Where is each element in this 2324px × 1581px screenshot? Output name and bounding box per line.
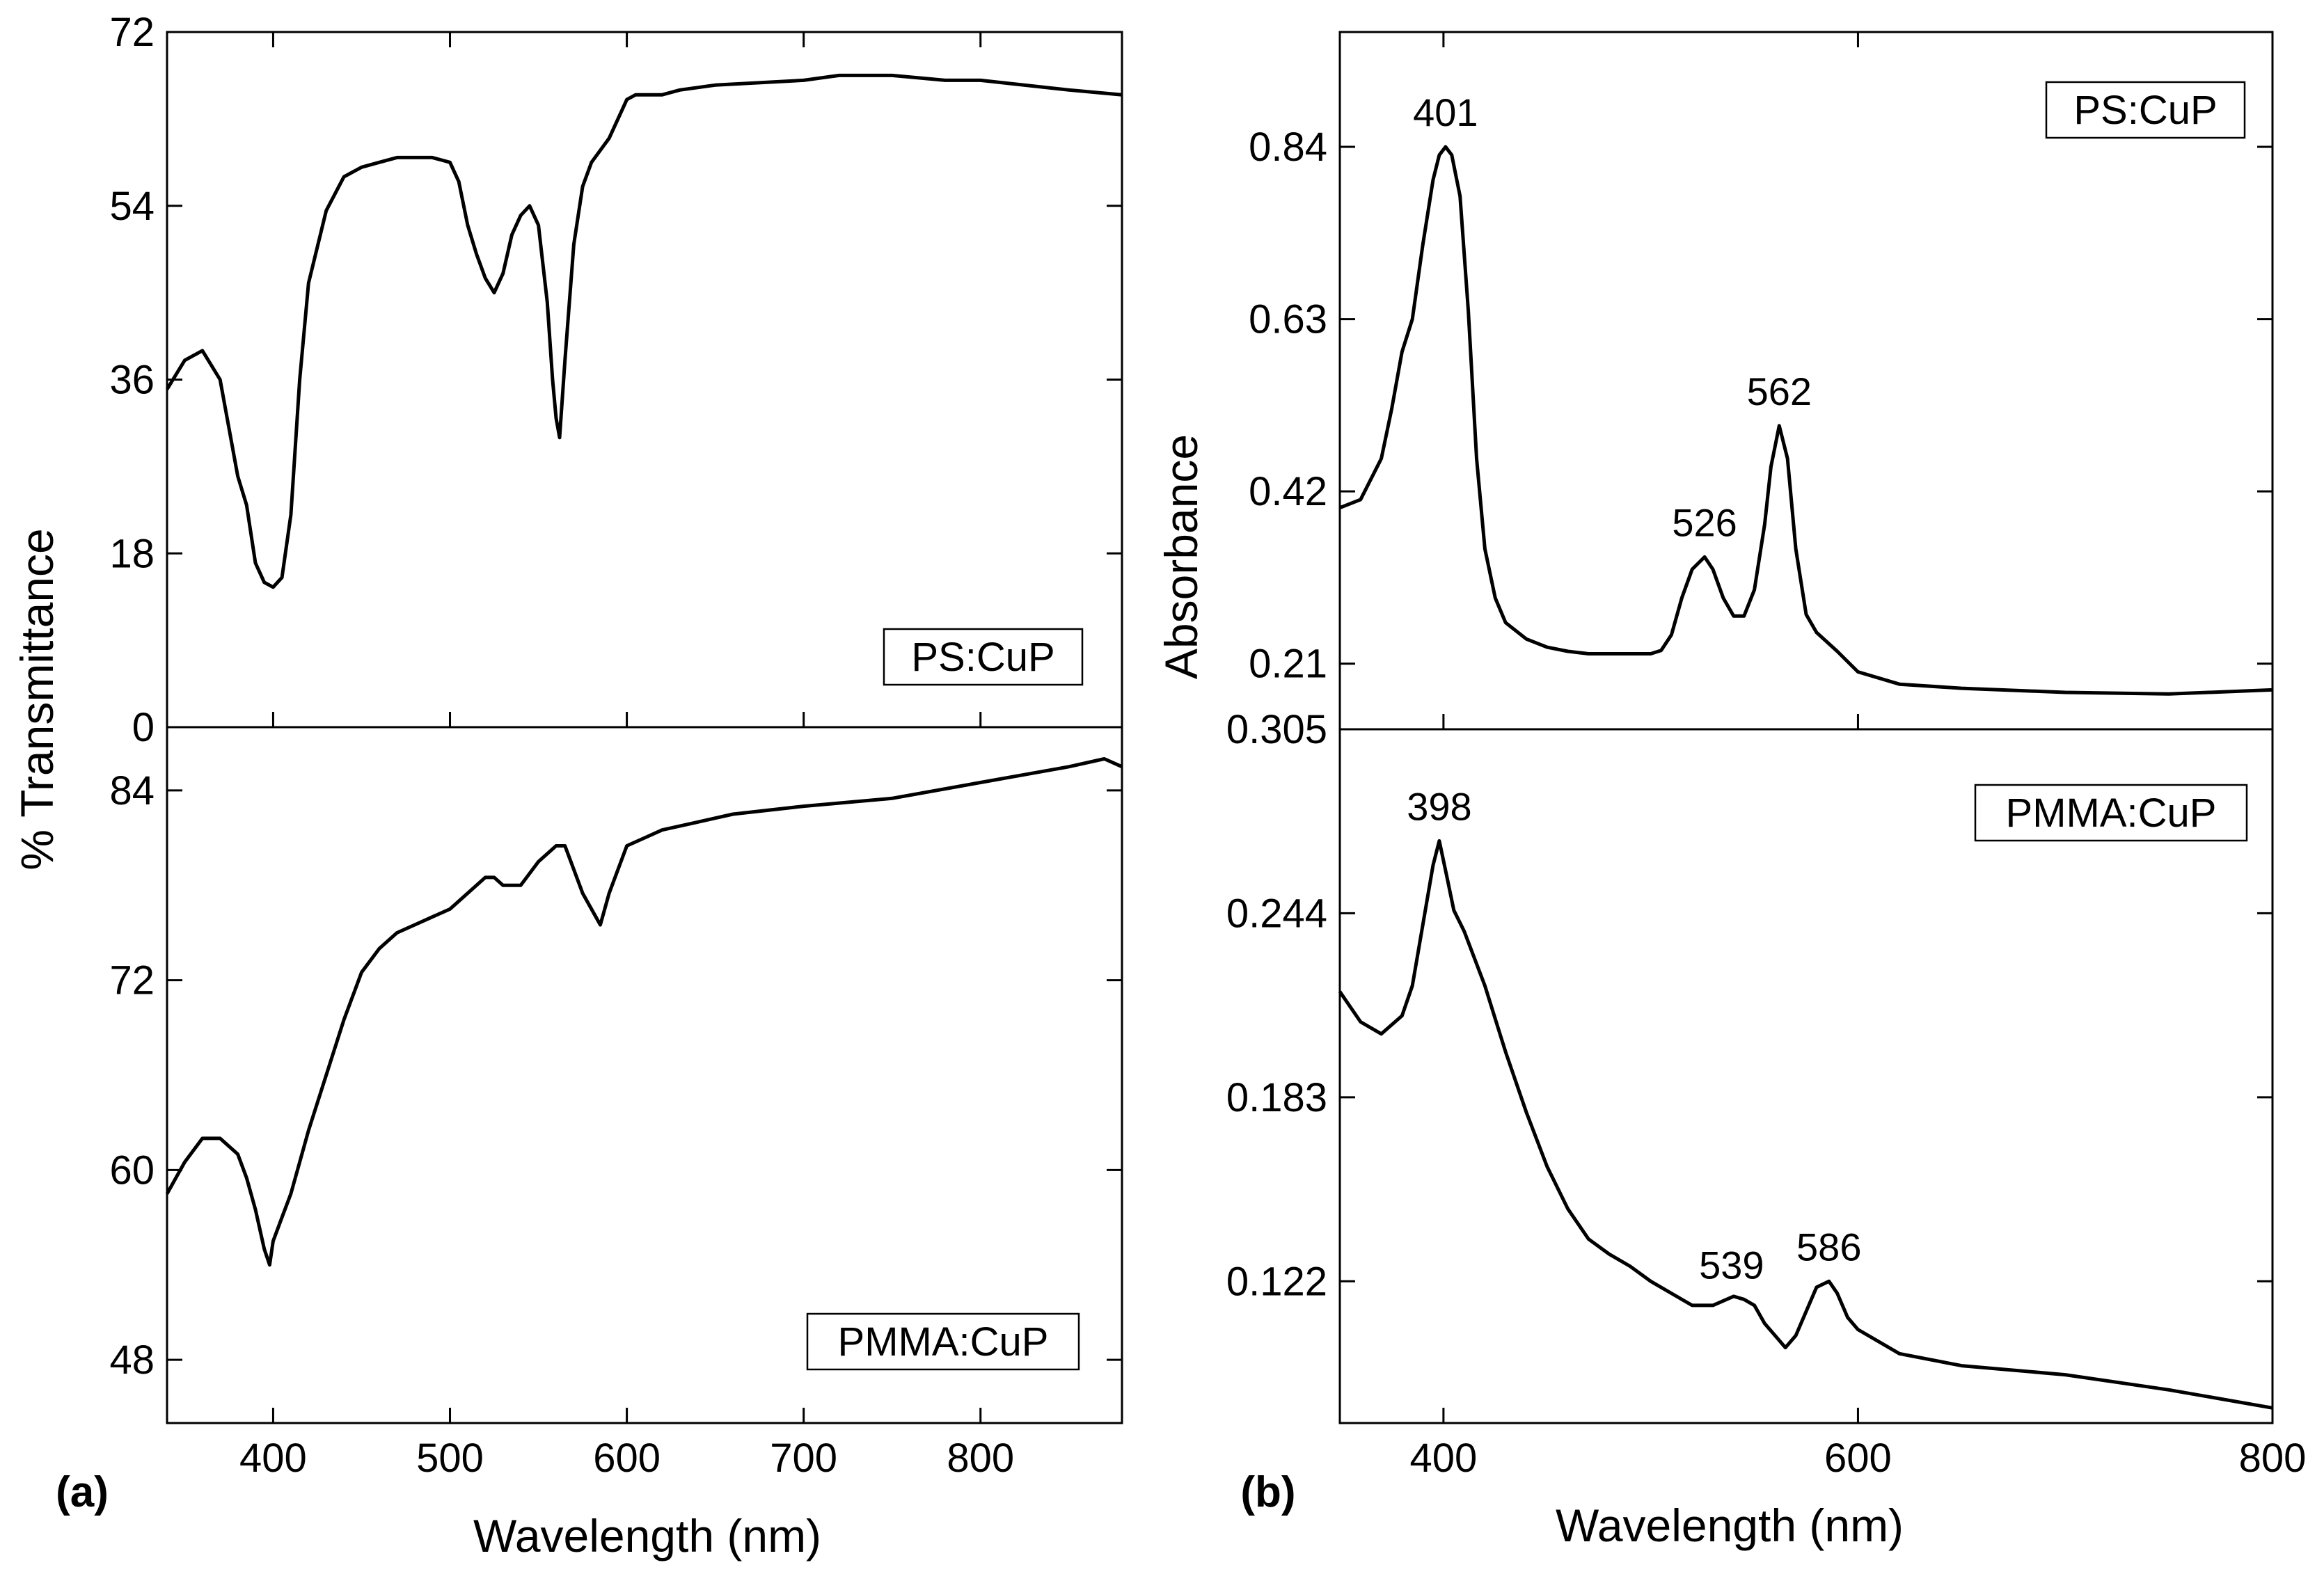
panel-a-top-y-tick-label: 0 [132,705,155,750]
panel-b-top-peak-label: 526 [1672,500,1737,544]
panel-a-top-legend-label: PS:CuP [911,635,1054,680]
panel-b-top-legend-label: PS:CuP [2073,88,2217,133]
panel-a-top-spectrum-line [165,73,1123,589]
panel-a-bottom-y-tick-label: 48 [109,1337,155,1383]
panel-a-y-axis-title: % Transmittance [11,528,63,871]
panel-b-top-peak-label: 401 [1413,90,1478,134]
panel-b-x-tick-label: 400 [1409,1436,1477,1481]
panel-b-letter: (b) [1240,1468,1295,1516]
panel-b-bottom-peak-label: 539 [1699,1243,1764,1287]
panel-a-bottom-y-tick-label: 72 [109,958,155,1003]
panel-b-bottom-legend-label: PMMA:CuP [2006,790,2217,836]
panel-b-top-y-tick-label: 0.42 [1249,469,1327,514]
panel-a-top-y-tick-label: 54 [109,184,155,229]
panel-a-bottom-legend-box [806,1312,1080,1371]
panel-b-bottom-spectrum-line [1338,839,2273,1410]
panel-b-top-spectrum-line [1339,145,2273,696]
panel-b-bottom-legend-box [1974,784,2248,842]
panel-a-bottom-legend-label: PMMA:CuP [838,1319,1049,1365]
panel-a-x-tick-label: 700 [770,1436,837,1481]
panel-a-top-y-tick-label: 18 [109,531,155,576]
panel-b-x-tick-label: 800 [2239,1436,2307,1481]
panel-a-top-frame [166,31,1123,729]
panel-a-bottom-y-tick-label: 84 [109,768,155,813]
panel-b-bottom-y-tick-label: 0.305 [1226,707,1327,752]
panel-b-bottom-peak-label: 398 [1407,784,1471,828]
panel-a-bottom-frame [166,726,1123,1424]
panel-b-top-y-tick-label: 0.63 [1249,297,1327,342]
panel-b-bottom-frame [1338,728,2274,1424]
panel-b-bottom-peak-label: 586 [1796,1225,1861,1269]
panel-a-x-tick-label: 800 [947,1436,1014,1481]
panel-b-top-y-tick-label: 0.84 [1249,125,1327,170]
panel-b-bottom-y-tick-label: 0.244 [1226,891,1327,936]
panel-b-x-axis-title: Wavelength (nm) [1556,1500,1904,1551]
panel-b-x-tick-label: 600 [1824,1436,1892,1481]
panel-a-x-tick-label: 400 [239,1436,307,1481]
panel-a-top-legend-box [883,628,1084,686]
panel-a-letter: (a) [56,1468,109,1516]
panel-a-x-axis-title: Wavelength (nm) [473,1510,821,1562]
panel-a-top-y-tick-label: 72 [109,10,155,55]
panel-b-top-peak-label: 562 [1747,370,1812,413]
panel-b-bottom-y-tick-label: 0.122 [1226,1259,1327,1304]
panel-b-y-axis-title: Absorbance [1155,434,1207,679]
panel-a-bottom-y-tick-label: 60 [109,1147,155,1193]
panel-a-top-y-tick-label: 36 [109,358,155,403]
panel-a-x-tick-label: 600 [593,1436,661,1481]
panel-b-bottom-y-tick-label: 0.183 [1226,1075,1327,1120]
panel-b-top-legend-box [2045,81,2246,139]
panel-a-bottom-spectrum-line [165,757,1123,1267]
panel-a-x-tick-label: 500 [416,1436,484,1481]
panel-b-top-y-tick-label: 0.21 [1249,642,1327,687]
